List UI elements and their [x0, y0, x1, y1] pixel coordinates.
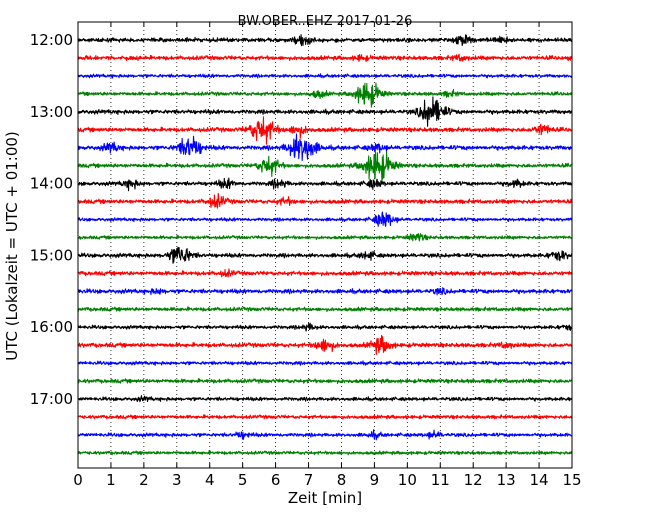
x-axis-ticks: 0 1 2 3 4 5 6 7 8 9 10 11 12 13 14 15: [73, 22, 582, 489]
trace-line: [77, 34, 573, 47]
y-tick-label: 17:00: [30, 390, 73, 408]
trace-line: [77, 133, 573, 162]
trace-line: [77, 151, 573, 183]
trace-line: [77, 268, 573, 278]
trace-line: [77, 322, 573, 332]
trace-line: [77, 116, 573, 145]
trace-line: [77, 246, 573, 264]
y-axis-ticks: 12:00 13:00 14:00 15:00 16:00 17:00: [30, 31, 572, 408]
x-tick-label: 10: [398, 471, 417, 489]
trace-line: [77, 211, 573, 227]
trace-line: [77, 73, 573, 79]
x-tick-label: 7: [304, 471, 314, 489]
trace-line: [77, 378, 573, 384]
trace-line: [77, 287, 573, 296]
trace-line: [77, 233, 573, 242]
y-tick-label: 14:00: [30, 175, 73, 193]
x-tick-label: 3: [172, 471, 182, 489]
trace-line: [77, 450, 573, 456]
trace-line: [77, 82, 573, 108]
plot-frame: [77, 21, 573, 469]
y-tick-label: 12:00: [30, 31, 73, 49]
x-tick-label: 0: [73, 471, 83, 489]
trace-line: [77, 334, 573, 356]
trace-line: [77, 177, 573, 192]
x-tick-label: 15: [562, 471, 581, 489]
x-tick-label: 12: [464, 471, 483, 489]
x-tick-label: 2: [139, 471, 149, 489]
trace-line: [77, 192, 573, 209]
x-tick-label: 1: [106, 471, 116, 489]
trace-line: [77, 360, 573, 366]
trace-line: [77, 414, 573, 420]
y-axis-label: UTC (Lokalzeit = UTC + 01:00): [3, 131, 21, 361]
x-tick-label: 5: [238, 471, 248, 489]
x-axis-label: Zeit [min]: [288, 489, 362, 507]
trace-line: [77, 395, 573, 403]
seismogram-traces: [77, 34, 573, 456]
x-tick-label: 6: [271, 471, 281, 489]
y-tick-label: 15:00: [30, 246, 73, 264]
x-tick-label: 11: [431, 471, 450, 489]
trace-line: [77, 53, 573, 62]
y-tick-label: 16:00: [30, 318, 73, 336]
trace-line: [77, 306, 573, 313]
trace-line: [77, 429, 573, 441]
x-tick-label: 4: [205, 471, 215, 489]
x-tick-label: 13: [497, 471, 516, 489]
trace-line: [77, 96, 573, 127]
x-tick-label: 14: [530, 471, 549, 489]
x-tick-label: 9: [370, 471, 380, 489]
y-tick-label: 13:00: [30, 103, 73, 121]
x-tick-label: 8: [337, 471, 347, 489]
